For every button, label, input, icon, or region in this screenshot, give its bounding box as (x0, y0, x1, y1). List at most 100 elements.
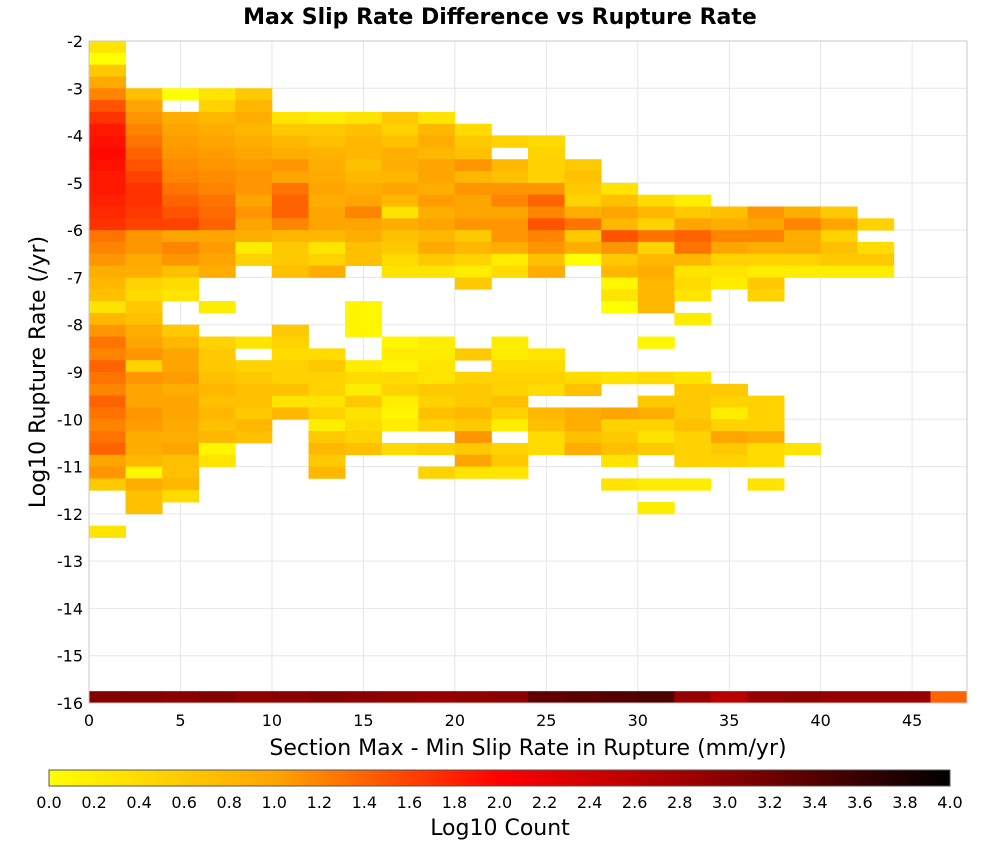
heatmap-cell (491, 159, 529, 172)
heatmap-cell (454, 230, 492, 243)
heatmap-cell (528, 419, 565, 432)
heatmap-cell (125, 123, 163, 136)
heatmap-cell (381, 442, 419, 456)
colorbar (48, 769, 951, 787)
heatmap-cell (308, 442, 346, 456)
heatmap-cell (747, 395, 785, 408)
heatmap-cell (271, 372, 309, 385)
heatmap-cell (710, 218, 748, 231)
heatmap-cell (125, 111, 163, 125)
heatmap-cell (710, 419, 748, 432)
heatmap-cell (345, 241, 383, 255)
heatmap-cell (308, 135, 346, 148)
heatmap-cell (271, 324, 309, 337)
x-tick-label: 5 (175, 711, 185, 730)
heatmap-cell (491, 241, 529, 255)
heatmap-cell (162, 431, 200, 444)
colorbar-tick-label: 2.8 (667, 793, 692, 812)
x-tick-label: 40 (810, 711, 830, 730)
heatmap-cell (454, 135, 492, 148)
heatmap-cell (674, 478, 712, 491)
heatmap-cell (345, 442, 383, 456)
heatmap-cell (198, 123, 236, 136)
colorbar-tick-label: 0.6 (171, 793, 196, 812)
heatmap-cell (235, 336, 273, 349)
heatmap-cell (345, 395, 383, 408)
heatmap-cell (198, 372, 236, 385)
heatmap-cell (345, 194, 383, 207)
heatmap-cell (235, 135, 273, 148)
heatmap-cell (710, 206, 748, 219)
heatmap-cell (491, 442, 529, 456)
heatmap-cell (308, 265, 346, 278)
heatmap-cell (381, 383, 419, 397)
heatmap-cell (784, 265, 822, 278)
heatmap-cell (710, 431, 748, 444)
heatmap-cell (198, 182, 236, 196)
heatmap-cell (198, 230, 236, 243)
heatmap-cell (674, 419, 712, 432)
heatmap-cell (89, 442, 126, 456)
heatmap-cell (674, 218, 712, 231)
heatmap-cell (674, 395, 712, 408)
heatmap-cell (198, 218, 236, 231)
heatmap-cell (637, 253, 675, 267)
heatmap-cell (345, 135, 383, 148)
y-tick-label: -11 (57, 458, 83, 477)
heatmap-cell (528, 348, 565, 361)
heatmap-cell (674, 265, 712, 278)
heatmap-cell (381, 123, 419, 136)
heatmap-cell (528, 253, 565, 267)
heatmap-cell (637, 230, 675, 243)
heatmap-cell (418, 442, 456, 456)
heatmap-cell (418, 372, 456, 385)
heatmap-cell (125, 301, 163, 314)
y-tick-label: -10 (57, 410, 83, 429)
heatmap-cell (528, 360, 565, 373)
heatmap-cell (89, 431, 126, 444)
heatmap-cell (381, 348, 419, 361)
heatmap-cell (564, 431, 602, 444)
colorbar-tick-label: 0.2 (81, 793, 106, 812)
heatmap-cell (528, 372, 565, 385)
heatmap-cell (125, 182, 163, 196)
heatmap-cell (418, 419, 456, 432)
heatmap-cell (674, 241, 712, 255)
heatmap-cell (528, 407, 565, 420)
heatmap-cell (637, 301, 675, 314)
heatmap-cell (125, 135, 163, 148)
heatmap-cell (198, 265, 236, 278)
heatmap-cell (381, 395, 419, 408)
heatmap-cell (89, 182, 126, 196)
heatmap-cell (820, 691, 858, 703)
heatmap-cell (162, 159, 200, 172)
heatmap-cell (345, 301, 383, 314)
colorbar-tick-label: 3.2 (757, 793, 782, 812)
colorbar-label: Log10 Count (430, 816, 570, 841)
heatmap-cell (491, 466, 529, 479)
y-tick-label: -13 (57, 552, 83, 571)
heatmap-cell (162, 241, 200, 255)
heatmap-cell (89, 41, 126, 54)
heatmap-cell (381, 691, 419, 703)
heatmap-cell (784, 691, 822, 703)
heatmap-cell (125, 478, 163, 491)
y-tick-label: -6 (67, 221, 83, 240)
heatmap-cell (162, 383, 200, 397)
heatmap-cell (125, 312, 163, 326)
heatmap-cell (601, 277, 639, 290)
heatmap-cell (235, 218, 273, 231)
heatmap-cell (198, 135, 236, 148)
heatmap-cell (637, 395, 675, 408)
heatmap-cell (528, 442, 565, 456)
heatmap-cell (308, 348, 346, 361)
heatmap-cell (454, 147, 492, 160)
heatmap-cell (345, 312, 383, 326)
heatmap-cell (89, 525, 126, 538)
heatmap-cell (125, 265, 163, 278)
heatmap-cells (89, 41, 967, 703)
heatmap-cell (454, 691, 492, 703)
heatmap-cell (125, 147, 163, 160)
heatmap-cell (308, 395, 346, 408)
heatmap-cell (601, 182, 639, 196)
